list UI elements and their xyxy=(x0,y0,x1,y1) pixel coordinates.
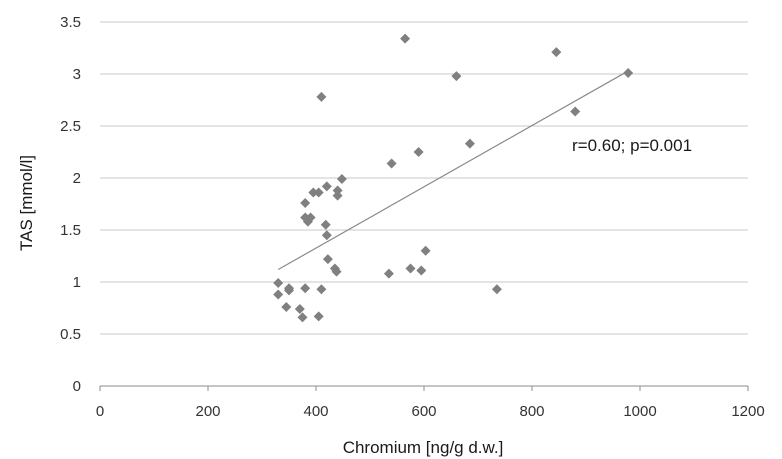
data-point xyxy=(316,284,327,295)
axes xyxy=(99,385,749,391)
data-point xyxy=(551,47,562,58)
data-point xyxy=(416,265,427,276)
y-tick-label: 0.5 xyxy=(60,326,81,343)
y-tick-label: 1 xyxy=(73,274,81,291)
trendline xyxy=(277,71,627,271)
data-point xyxy=(321,230,332,241)
x-tick-label: 800 xyxy=(519,403,544,420)
data-point xyxy=(284,285,294,296)
data-point xyxy=(281,301,292,312)
data-point xyxy=(321,181,332,192)
data-point xyxy=(386,158,397,169)
data-point xyxy=(308,187,319,198)
x-tick-label: 1000 xyxy=(623,403,656,420)
data-point xyxy=(320,219,331,230)
data-point xyxy=(400,33,411,44)
data-point xyxy=(491,284,502,295)
data-point xyxy=(316,91,327,102)
data-point xyxy=(383,268,394,279)
data-point xyxy=(300,283,311,294)
data-point xyxy=(336,174,347,185)
data-point xyxy=(570,106,581,117)
x-tick-label: 1200 xyxy=(731,403,764,420)
data-point xyxy=(313,187,324,198)
data-point xyxy=(420,245,431,256)
y-tick-label: 3 xyxy=(73,66,81,83)
y-tick-label: 3.5 xyxy=(60,14,81,31)
gridlines xyxy=(100,21,748,335)
data-point xyxy=(273,289,284,300)
data-point xyxy=(332,190,343,201)
data-points xyxy=(273,33,634,323)
data-point xyxy=(405,263,416,274)
data-point xyxy=(322,254,333,265)
data-point xyxy=(413,147,424,157)
x-tick-label: 200 xyxy=(195,403,220,420)
x-tick-label: 600 xyxy=(411,403,436,420)
data-point xyxy=(294,304,305,315)
data-point xyxy=(297,312,308,323)
tick-labels: 0 0.5 1 1.5 2 2.5 3 3.5 0 200 400 600 800 1000 1200 xyxy=(60,14,765,420)
y-tick-label: 0 xyxy=(73,378,81,395)
data-point xyxy=(331,266,342,277)
y-tick-label: 1.5 xyxy=(60,222,81,239)
y-axis-title: TAS [mmol/l] xyxy=(17,155,36,251)
data-point xyxy=(451,71,462,82)
data-point xyxy=(302,214,313,225)
data-point xyxy=(273,278,284,289)
x-axis-title: Chromium [ng/g d.w.] xyxy=(343,438,504,457)
data-point xyxy=(300,197,311,208)
data-point xyxy=(623,67,634,78)
data-point xyxy=(313,311,324,322)
y-tick-label: 2 xyxy=(73,170,81,187)
data-point xyxy=(332,185,343,196)
y-tick-label: 2.5 xyxy=(60,118,81,135)
x-tick-label: 0 xyxy=(96,403,104,420)
data-point xyxy=(464,138,475,149)
correlation-annotation: r=0.60; p=0.001 xyxy=(572,136,692,155)
x-tick-label: 400 xyxy=(303,403,328,420)
